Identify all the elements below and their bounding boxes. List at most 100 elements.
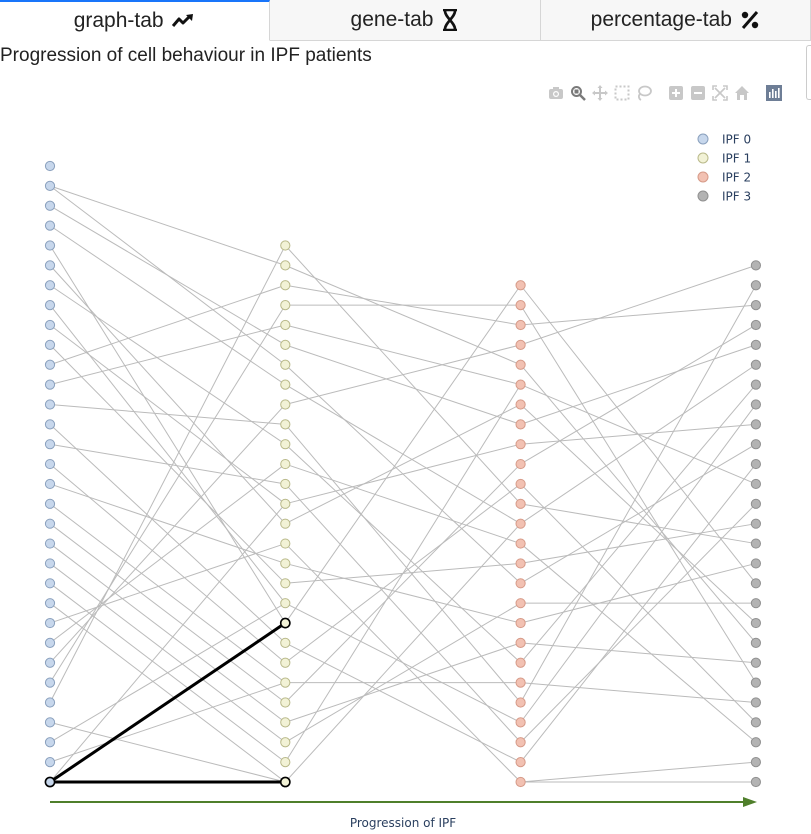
transition-edge <box>284 384 522 763</box>
tab-gene[interactable]: gene-tab <box>270 0 541 41</box>
cell-node <box>515 498 526 509</box>
cell-node <box>280 280 291 291</box>
reset-axes-icon[interactable] <box>731 84 753 102</box>
cell-node <box>750 677 762 688</box>
tab-gene-label: gene-tab <box>350 8 434 31</box>
cell-node <box>44 359 56 370</box>
transition-edge <box>520 423 756 445</box>
cell-node <box>750 717 762 728</box>
transition-edge <box>520 761 756 783</box>
cell-node <box>280 379 291 390</box>
transition-edge <box>285 324 521 386</box>
progression-arrow-head <box>743 797 757 807</box>
legend-label: IPF 2 <box>722 171 751 185</box>
transition-edge <box>49 503 286 783</box>
cell-node <box>280 399 291 410</box>
cell-node <box>515 598 526 609</box>
cell-node <box>515 538 526 549</box>
transition-edge <box>284 463 521 703</box>
cell-node <box>750 458 762 470</box>
cell-node <box>515 697 526 708</box>
transition-edge <box>285 602 521 723</box>
cell-node <box>280 339 291 350</box>
transition-edge <box>520 364 757 525</box>
transition-edge <box>49 563 286 743</box>
tab-graph[interactable]: graph-tab <box>0 0 271 41</box>
transition-edge <box>49 304 286 604</box>
transition-edge <box>284 443 521 664</box>
zoom-out-icon[interactable] <box>687 84 709 102</box>
transition-edge <box>49 463 286 644</box>
cell-node <box>515 359 526 370</box>
transition-edge <box>49 205 286 346</box>
plotly-logo-icon[interactable] <box>763 84 785 102</box>
tab-percentage-label: percentage-tab <box>590 8 732 31</box>
cell-node <box>750 518 762 529</box>
cell-node <box>515 439 526 450</box>
cell-node <box>750 657 762 668</box>
cell-node <box>44 419 56 430</box>
zoom-in-icon[interactable] <box>665 84 687 102</box>
progression-chart[interactable]: IPF 0 IPF 1 IPF 2 IPF 3 Progression of IPF <box>0 100 811 834</box>
cell-node <box>280 757 291 768</box>
camera-icon[interactable] <box>545 84 567 102</box>
cell-node <box>515 518 526 529</box>
cell-node <box>750 737 762 748</box>
cell-node <box>750 478 762 490</box>
tab-percentage[interactable]: percentage-tab <box>540 0 811 41</box>
transition-edge <box>520 384 757 664</box>
box-select-icon[interactable] <box>611 84 633 102</box>
legend-marker <box>697 171 709 183</box>
cell-node <box>280 439 291 450</box>
transition-edge <box>49 523 286 703</box>
transition-edge <box>520 523 756 564</box>
x-axis-label: Progression of IPF <box>350 816 456 830</box>
cell-node <box>515 657 526 668</box>
transition-edge <box>285 642 521 723</box>
cell-node <box>44 717 56 728</box>
cell-node <box>515 280 526 291</box>
legend: IPF 0 IPF 1 IPF 2 IPF 3 <box>697 133 751 204</box>
cell-node <box>44 439 56 450</box>
cell-node <box>280 598 291 609</box>
cell-node <box>515 677 526 688</box>
cell-node <box>44 757 56 768</box>
transition-edge <box>520 344 757 425</box>
transition-edge <box>285 344 521 405</box>
transition-edge <box>520 543 757 743</box>
cell-node <box>750 538 762 549</box>
pan-icon[interactable] <box>589 84 611 102</box>
cell-node <box>515 637 526 649</box>
legend-marker <box>697 133 709 145</box>
transition-edge <box>49 403 286 425</box>
transition-edge <box>285 344 521 425</box>
transition-edge <box>520 285 757 703</box>
scrollbar[interactable] <box>806 45 811 100</box>
cell-node <box>750 697 762 708</box>
cell-node <box>750 399 762 410</box>
cell-node <box>280 240 291 251</box>
cell-node <box>280 260 291 271</box>
cell-node <box>515 737 526 748</box>
autoscale-icon[interactable] <box>709 84 731 102</box>
cell-node <box>44 280 56 291</box>
cell-node <box>750 439 762 450</box>
edge-layer <box>49 185 757 783</box>
cell-node <box>280 657 291 668</box>
zoom-icon[interactable] <box>567 84 589 102</box>
cell-node <box>44 399 56 410</box>
lasso-select-icon[interactable] <box>633 84 655 102</box>
transition-edge <box>285 264 521 366</box>
cell-node <box>44 776 56 788</box>
legend-marker <box>697 190 709 202</box>
transition-edge <box>285 443 521 505</box>
cell-node <box>515 757 526 768</box>
cell-node <box>280 538 291 549</box>
cell-node <box>280 300 291 311</box>
cell-node <box>515 399 526 410</box>
transition-edge <box>49 721 286 783</box>
transition-edge <box>49 443 286 485</box>
cell-node <box>44 737 56 748</box>
cell-node <box>750 280 762 291</box>
cell-node <box>750 498 762 509</box>
